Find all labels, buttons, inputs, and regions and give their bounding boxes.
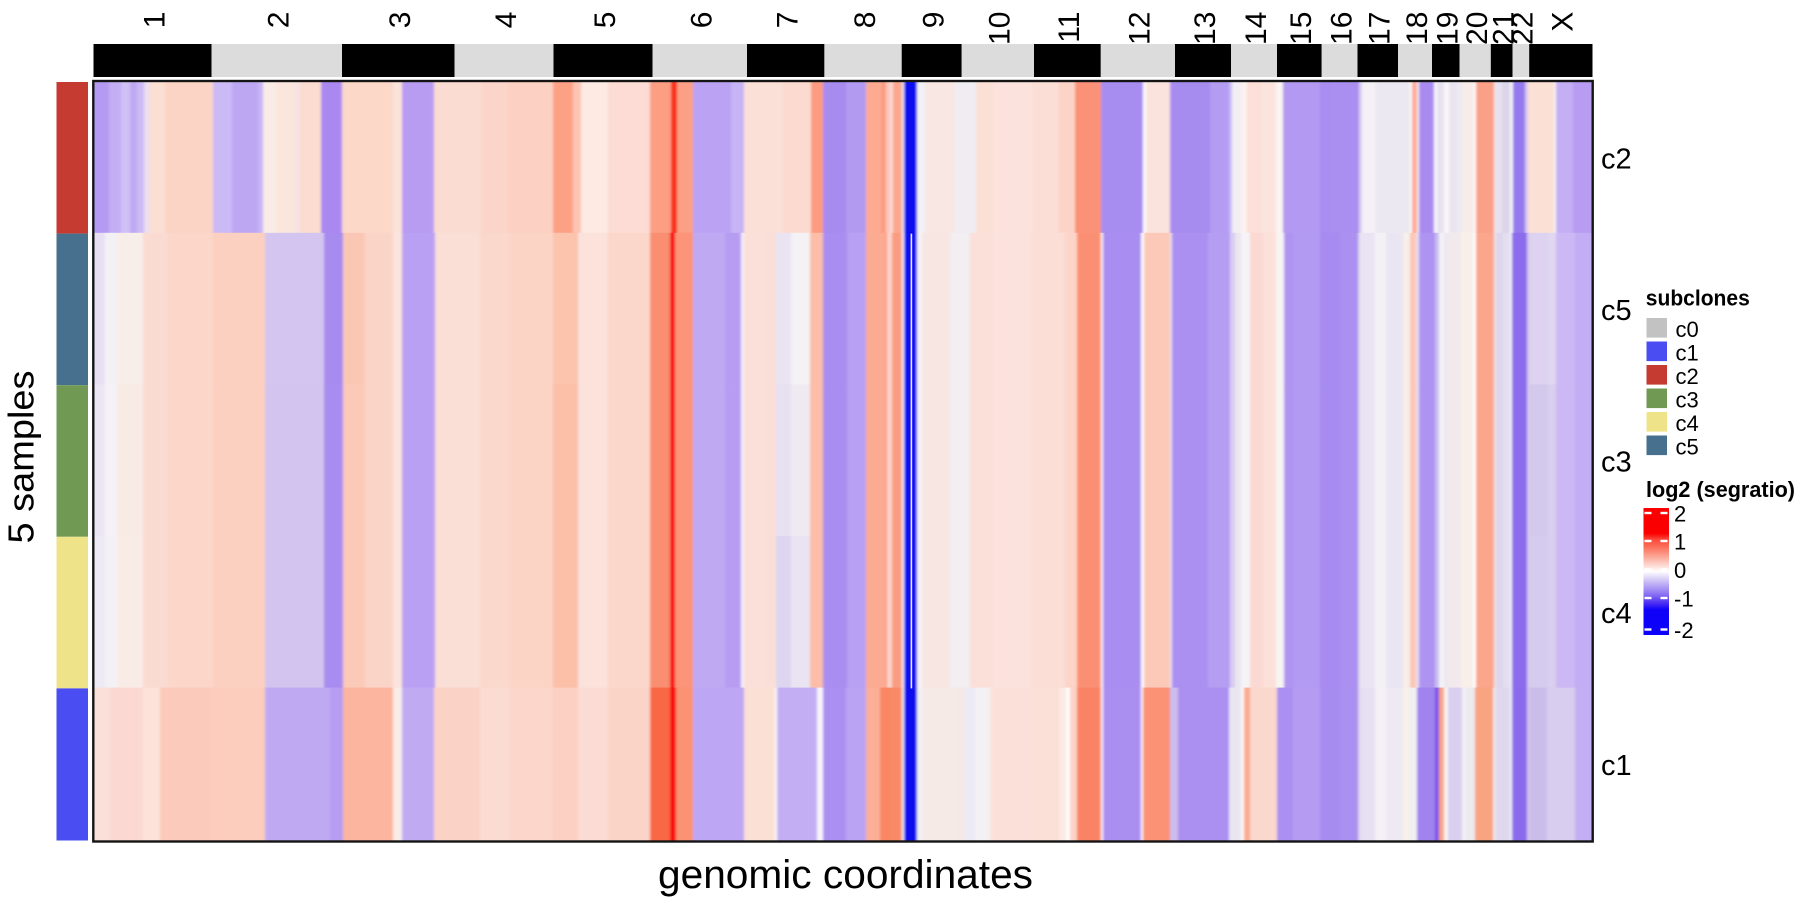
svg-text:-1: -1	[1674, 586, 1694, 611]
svg-text:c3: c3	[1676, 388, 1699, 413]
svg-text:1: 1	[1674, 529, 1686, 554]
svg-text:9: 9	[918, 12, 951, 29]
svg-text:18: 18	[1401, 12, 1434, 45]
svg-text:14: 14	[1240, 12, 1273, 45]
svg-text:c5: c5	[1676, 435, 1699, 460]
svg-text:4: 4	[490, 12, 523, 29]
svg-text:16: 16	[1325, 12, 1358, 45]
svg-text:c3: c3	[1601, 447, 1632, 479]
svg-text:X: X	[1547, 12, 1580, 32]
svg-text:21: 21	[1488, 12, 1521, 45]
svg-text:c1: c1	[1601, 750, 1632, 782]
svg-text:0: 0	[1674, 558, 1686, 583]
svg-text:8: 8	[849, 12, 882, 29]
svg-text:19: 19	[1432, 12, 1465, 45]
svg-text:13: 13	[1189, 12, 1222, 45]
svg-text:c2: c2	[1601, 143, 1632, 175]
svg-text:7: 7	[772, 12, 805, 29]
svg-text:22: 22	[1507, 12, 1540, 45]
svg-text:c5: c5	[1601, 295, 1632, 327]
svg-text:c4: c4	[1676, 411, 1699, 436]
svg-text:11: 11	[1053, 12, 1086, 43]
svg-text:log2 (segratio): log2 (segratio)	[1646, 477, 1795, 502]
svg-text:c1: c1	[1676, 341, 1699, 366]
svg-text:c2: c2	[1676, 364, 1699, 389]
svg-text:c4: c4	[1601, 598, 1632, 630]
svg-text:20: 20	[1461, 12, 1494, 45]
svg-text:5 samples: 5 samples	[1, 371, 42, 544]
svg-text:12: 12	[1124, 12, 1157, 45]
svg-text:2: 2	[263, 12, 296, 29]
svg-text:c0: c0	[1676, 317, 1699, 342]
svg-text:17: 17	[1364, 12, 1397, 45]
svg-text:5: 5	[589, 12, 622, 29]
svg-text:6: 6	[686, 12, 719, 29]
svg-text:3: 3	[384, 12, 417, 29]
svg-text:genomic coordinates: genomic coordinates	[658, 853, 1033, 897]
svg-text:15: 15	[1285, 12, 1318, 45]
svg-text:2: 2	[1674, 501, 1686, 526]
svg-text:subclones: subclones	[1646, 286, 1750, 311]
svg-text:-2: -2	[1674, 618, 1694, 643]
svg-text:10: 10	[984, 12, 1017, 45]
svg-text:1: 1	[138, 12, 171, 29]
